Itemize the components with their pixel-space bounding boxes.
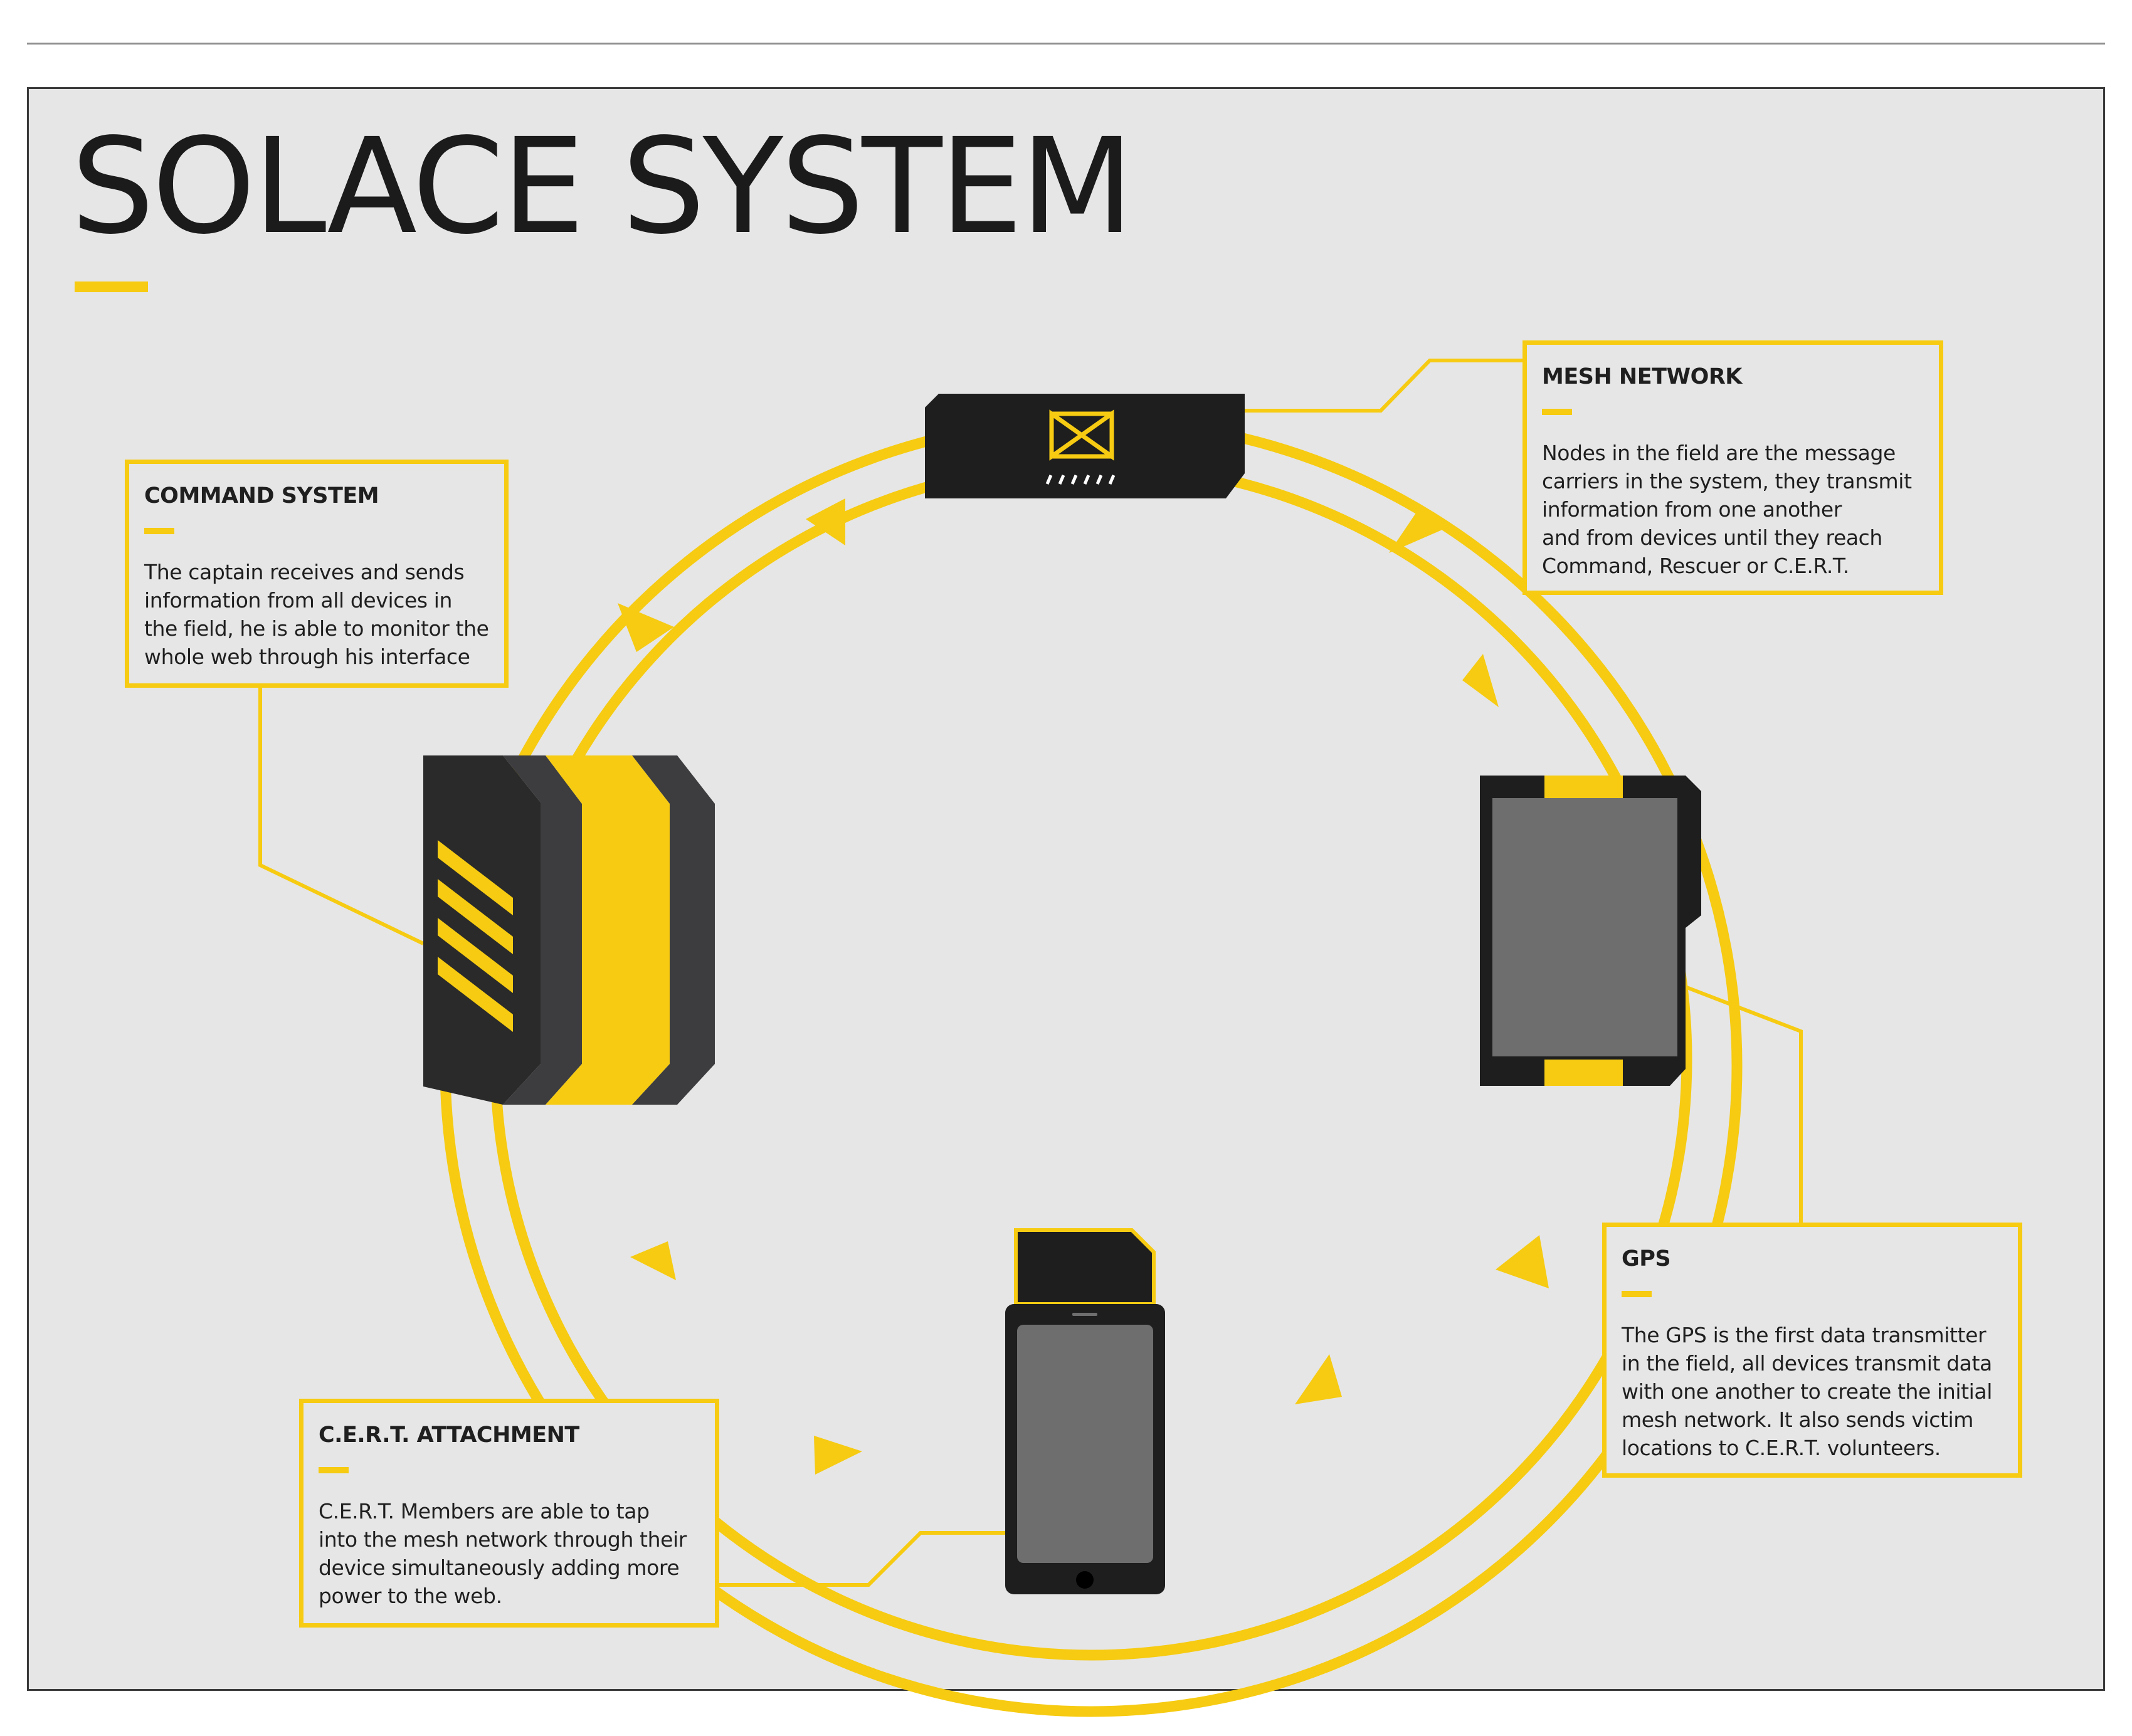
bowtie-icon bbox=[1049, 409, 1114, 461]
cert-phone-device bbox=[1005, 1228, 1165, 1594]
callout-heading: GPS bbox=[1622, 1246, 1671, 1271]
command-unit-stripes bbox=[438, 840, 513, 1032]
title-accent-bar bbox=[75, 281, 148, 292]
page-title: SOLACE SYSTEM bbox=[71, 110, 1134, 263]
cert-phone-speaker bbox=[1072, 1313, 1097, 1316]
gps-top-strap bbox=[1544, 776, 1623, 798]
gps-screen bbox=[1492, 798, 1677, 1056]
mesh-node-vents bbox=[1045, 475, 1116, 485]
callout-text: The captain receives and sends informati… bbox=[144, 560, 489, 669]
top-divider bbox=[27, 43, 2105, 45]
connector-cert bbox=[719, 1531, 1016, 1587]
callout-accent-bar bbox=[1622, 1291, 1652, 1297]
callout-command-system: COMMAND SYSTEM The captain receives and … bbox=[125, 460, 509, 688]
command-unit-yellow-band bbox=[546, 755, 670, 1105]
callout-accent-bar bbox=[144, 528, 174, 534]
arrow-top-left-inner bbox=[806, 498, 845, 545]
gps-wrist-device bbox=[1480, 776, 1701, 1086]
arrow-top-right-outer bbox=[1389, 507, 1442, 553]
connector-command bbox=[258, 688, 425, 945]
callout-text: C.E.R.T. Members are able to tap into th… bbox=[319, 1499, 687, 1608]
arrow-bottom-left-inner bbox=[630, 1241, 676, 1280]
callout-heading: MESH NETWORK bbox=[1542, 364, 1742, 389]
callout-heading: C.E.R.T. ATTACHMENT bbox=[319, 1423, 579, 1448]
gps-bottom-strap bbox=[1544, 1060, 1623, 1086]
callout-accent-bar bbox=[1542, 409, 1572, 415]
connector-lines bbox=[258, 359, 1803, 1587]
mesh-node-body bbox=[925, 394, 1245, 498]
cert-phone-home-button bbox=[1076, 1571, 1094, 1589]
flow-arrows bbox=[618, 498, 1549, 1475]
callout-cert-attachment: C.E.R.T. ATTACHMENT C.E.R.T. Members are… bbox=[299, 1399, 719, 1628]
callout-heading: COMMAND SYSTEM bbox=[144, 483, 379, 508]
connector-mesh bbox=[1245, 359, 1522, 413]
callout-text: The GPS is the first data transmitter in… bbox=[1622, 1323, 1992, 1460]
mesh-node-device bbox=[925, 394, 1245, 498]
cert-phone-screen bbox=[1017, 1325, 1153, 1563]
arrow-bottom-right-outer bbox=[1496, 1235, 1549, 1288]
connector-gps bbox=[1686, 986, 1803, 1223]
callout-text: Nodes in the field are the message carri… bbox=[1542, 441, 1912, 578]
command-unit-device bbox=[423, 755, 715, 1105]
callout-mesh-network: MESH NETWORK Nodes in the field are the … bbox=[1522, 340, 1943, 595]
command-unit-side-right bbox=[632, 755, 715, 1105]
callout-accent-bar bbox=[319, 1467, 349, 1473]
command-unit-side-left bbox=[503, 755, 582, 1105]
cert-attachment bbox=[1014, 1228, 1156, 1306]
callout-gps: GPS The GPS is the first data transmitte… bbox=[1602, 1223, 2022, 1478]
arrow-top-right-inner bbox=[1462, 654, 1499, 707]
arrow-bottom-left-outer bbox=[814, 1436, 862, 1475]
arrow-top-left-outer bbox=[618, 603, 674, 652]
arrow-bottom-right-inner bbox=[1295, 1354, 1342, 1404]
